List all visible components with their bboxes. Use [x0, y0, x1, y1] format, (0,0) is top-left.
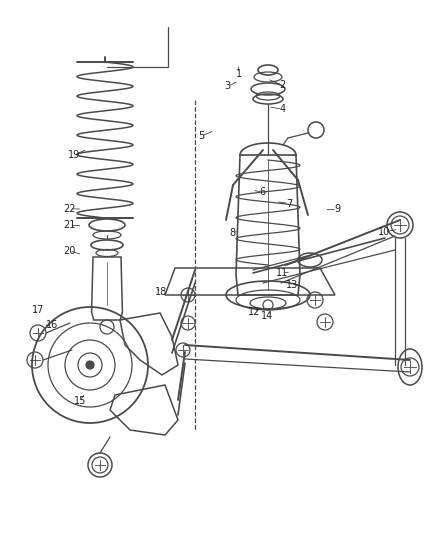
- Text: 10: 10: [378, 227, 391, 237]
- Text: 15: 15: [74, 396, 86, 406]
- Text: 4: 4: [279, 104, 286, 114]
- Text: 21: 21: [63, 220, 75, 230]
- Text: 2: 2: [279, 80, 286, 90]
- Text: 12: 12: [248, 307, 260, 317]
- Text: 19: 19: [68, 150, 81, 159]
- Text: 20: 20: [63, 246, 75, 255]
- Text: 14: 14: [261, 311, 273, 320]
- Text: 18: 18: [155, 287, 167, 297]
- Text: 22: 22: [63, 204, 75, 214]
- Circle shape: [86, 361, 94, 369]
- Text: 6: 6: [260, 187, 266, 197]
- Text: 5: 5: [198, 131, 205, 141]
- Text: 9: 9: [334, 205, 340, 214]
- Text: 16: 16: [46, 320, 58, 330]
- Text: 7: 7: [286, 199, 292, 208]
- Text: 13: 13: [286, 280, 298, 290]
- Text: 8: 8: [229, 229, 235, 238]
- Text: 11: 11: [276, 268, 289, 278]
- Text: 3: 3: [225, 82, 231, 91]
- Text: 17: 17: [32, 305, 45, 315]
- Text: 1: 1: [236, 69, 242, 78]
